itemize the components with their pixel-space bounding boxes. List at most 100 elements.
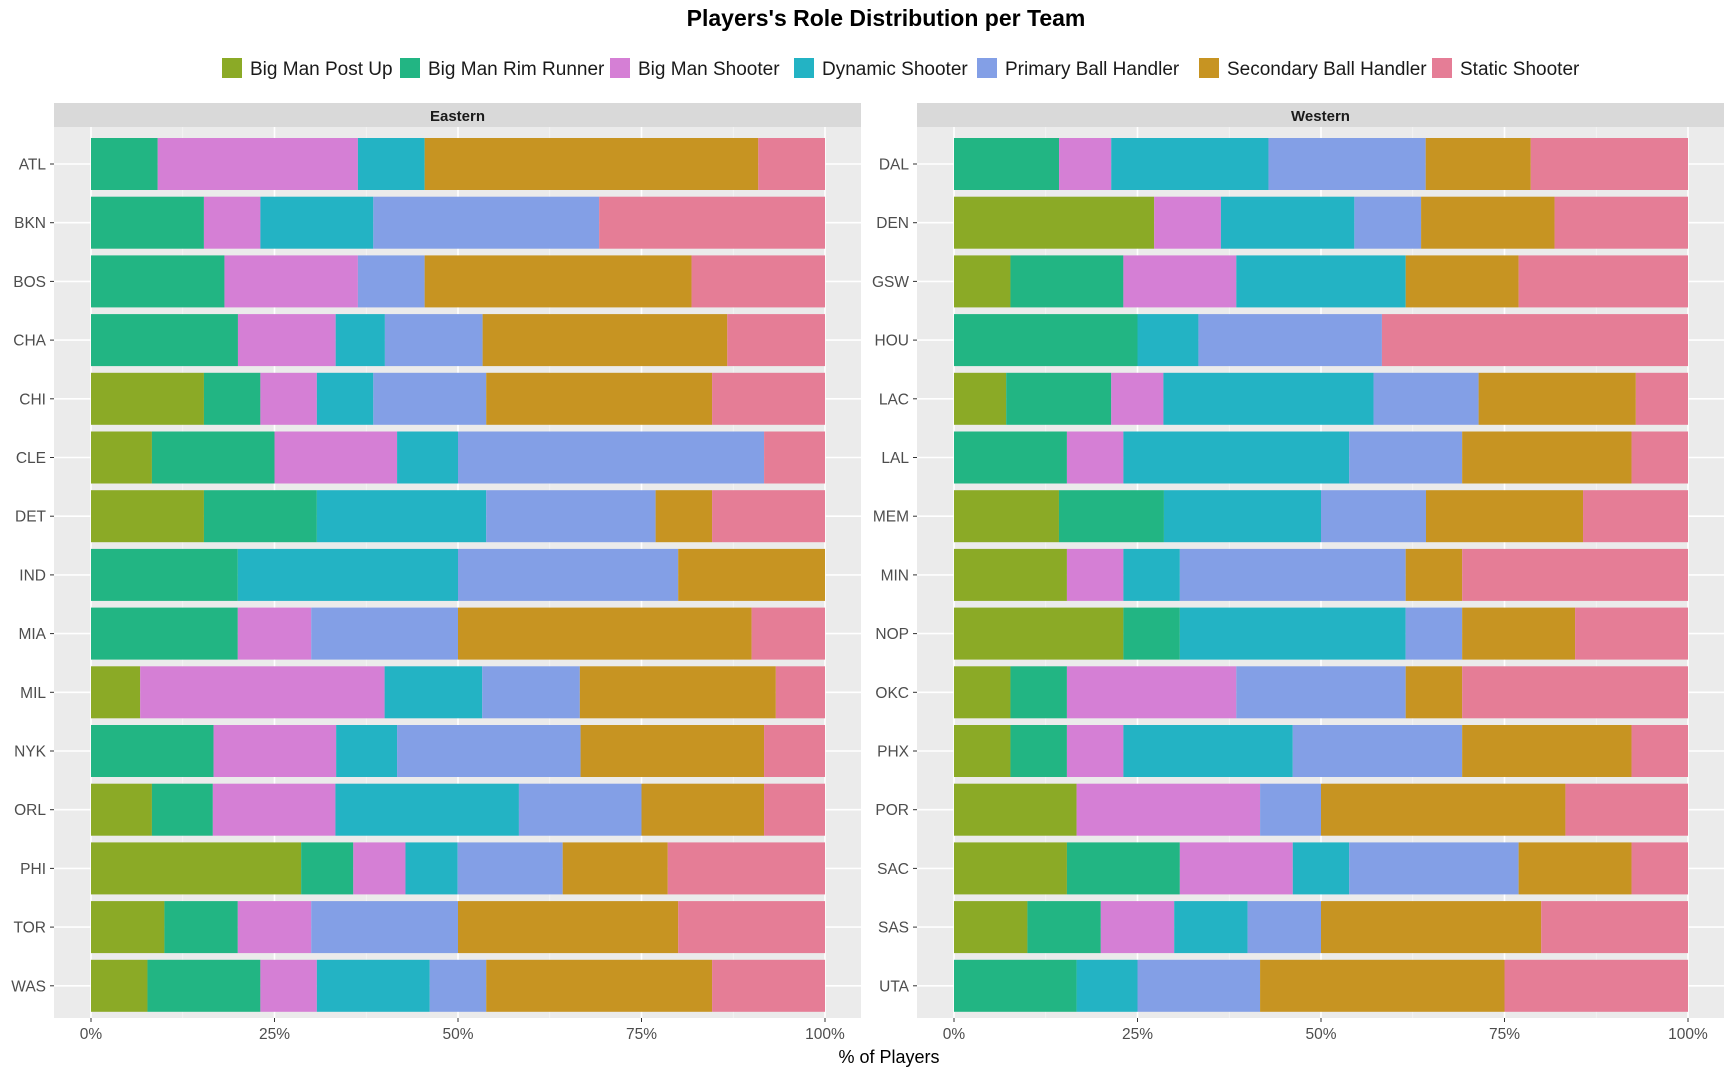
bar-segment-big-man-rim-runner (1010, 666, 1067, 719)
bar-segment-dynamic-shooter (316, 959, 430, 1012)
legend-label: Static Shooter (1460, 59, 1580, 80)
bar-segment-primary-ball-handler (311, 901, 458, 954)
legend-label: Dynamic Shooter (822, 59, 968, 80)
bar-segment-secondary-ball-handler (1321, 901, 1542, 954)
bar-segment-big-man-shooter (1066, 548, 1124, 601)
bar-lal (954, 431, 1688, 484)
bar-segment-static-shooter (691, 255, 825, 308)
bar-segment-big-man-shooter (1066, 666, 1237, 719)
bar-segment-static-shooter (1565, 783, 1688, 836)
bar-segment-secondary-ball-handler (1425, 490, 1584, 543)
bar-orl (91, 783, 825, 836)
bar-segment-primary-ball-handler (311, 607, 458, 660)
bar-por (954, 783, 1688, 836)
bar-segment-big-man-rim-runner (1058, 490, 1164, 543)
bar-segment-big-man-shooter (1179, 842, 1293, 895)
bar-segment-big-man-shooter (1111, 372, 1164, 425)
bar-min (954, 548, 1688, 601)
bar-segment-dynamic-shooter (237, 548, 458, 601)
bar-segment-big-man-shooter (1066, 431, 1124, 484)
y-tick-label: SAS (878, 920, 909, 937)
bar-segment-big-man-post-up (954, 666, 1011, 719)
bar-segment-big-man-post-up (91, 431, 152, 484)
legend-item-primary-ball-handler: Primary Ball Handler (977, 58, 1180, 80)
bar-segment-static-shooter (758, 138, 825, 190)
bar-segment-big-man-rim-runner (91, 314, 238, 367)
bar-nyk (91, 725, 825, 777)
y-tick-label: MEM (873, 509, 909, 526)
bar-segment-big-man-shooter (203, 196, 261, 249)
bar-segment-primary-ball-handler (1349, 431, 1463, 484)
facet-strip (54, 103, 861, 127)
bar-segment-primary-ball-handler (1354, 196, 1422, 249)
legend-swatch (977, 58, 997, 78)
bar-segment-static-shooter (1583, 490, 1688, 543)
bar-segment-dynamic-shooter (1123, 725, 1293, 777)
bar-segment-dynamic-shooter (405, 842, 458, 895)
bar-segment-primary-ball-handler (373, 196, 600, 249)
bar-segment-big-man-rim-runner (147, 959, 261, 1012)
facet-panels: Eastern ATL BKN BOS CHA CHI CLE DET IND MIA MIL NYK… (11, 103, 1724, 1043)
bar-segment-secondary-ball-handler (579, 666, 776, 719)
bar-segment-big-man-post-up (91, 372, 204, 425)
bar-segment-primary-ball-handler (486, 490, 656, 543)
bar-segment-primary-ball-handler (384, 314, 483, 367)
bar-segment-primary-ball-handler (1349, 842, 1519, 895)
bar-segment-secondary-ball-handler (458, 607, 752, 660)
bar-segment-big-man-rim-runner (1123, 607, 1180, 660)
bar-nop (954, 607, 1688, 660)
y-tick-label: DAL (879, 157, 910, 174)
bar-segment-big-man-post-up (954, 490, 1059, 543)
bar-segment-big-man-rim-runner (91, 725, 214, 777)
bar-segment-static-shooter (1504, 959, 1688, 1012)
bar-okc (954, 666, 1688, 719)
bar-segment-big-man-rim-runner (164, 901, 238, 954)
bar-segment-big-man-shooter (260, 959, 317, 1012)
bar-segment-dynamic-shooter (1174, 901, 1248, 954)
bar-segment-secondary-ball-handler (1405, 255, 1519, 308)
bar-segment-primary-ball-handler (482, 666, 580, 719)
bar-segment-dynamic-shooter (316, 490, 487, 543)
bar-segment-big-man-rim-runner (1010, 255, 1124, 308)
bar-segment-secondary-ball-handler (1462, 431, 1632, 484)
legend-swatch (794, 58, 814, 78)
bar-segment-big-man-rim-runner (301, 842, 354, 895)
bar-segment-big-man-post-up (954, 372, 1007, 425)
bar-segment-big-man-rim-runner (91, 196, 204, 249)
bar-segment-static-shooter (712, 959, 825, 1012)
x-tick-label: 25% (259, 1026, 290, 1043)
bar-segment-big-man-rim-runner (151, 783, 213, 836)
bar-segment-primary-ball-handler (429, 959, 487, 1012)
bar-phx (954, 725, 1688, 777)
bar-segment-static-shooter (1381, 314, 1688, 367)
bar-was (91, 959, 825, 1012)
legend: Big Man Post Up Big Man Rim Runner Big Man… (222, 58, 1580, 80)
bar-lac (954, 372, 1688, 425)
bar-segment-static-shooter (667, 842, 825, 895)
bar-segment-dynamic-shooter (1179, 607, 1406, 660)
bar-phi (91, 842, 825, 895)
bar-segment-primary-ball-handler (397, 725, 581, 777)
legend-item-secondary-ball-handler: Secondary Ball Handler (1199, 58, 1427, 80)
y-tick-label: NOP (875, 626, 909, 643)
y-tick-label: WAS (11, 978, 46, 995)
bar-segment-static-shooter (1631, 431, 1688, 484)
bar-segment-secondary-ball-handler (458, 901, 679, 954)
bar-tor (91, 901, 825, 954)
facet-strip-label: Western (1291, 108, 1350, 125)
bar-segment-big-man-shooter (1059, 138, 1112, 190)
bar-segment-secondary-ball-handler (1518, 842, 1632, 895)
bar-sac (954, 842, 1688, 895)
legend-label: Primary Ball Handler (1005, 59, 1180, 80)
bar-segment-secondary-ball-handler (562, 842, 668, 895)
bar-segment-big-man-post-up (91, 490, 204, 543)
bar-segment-static-shooter (764, 725, 825, 777)
bar-segment-static-shooter (727, 314, 825, 367)
bar-segment-dynamic-shooter (336, 725, 398, 777)
y-tick-label: ATL (19, 157, 47, 174)
bar-segment-big-man-rim-runner (1066, 842, 1180, 895)
legend-item-big-man-shooter: Big Man Shooter (610, 58, 780, 80)
bar-segment-primary-ball-handler (1137, 959, 1261, 1012)
bar-segment-primary-ball-handler (1321, 490, 1426, 543)
bar-segment-big-man-rim-runner (954, 314, 1138, 367)
